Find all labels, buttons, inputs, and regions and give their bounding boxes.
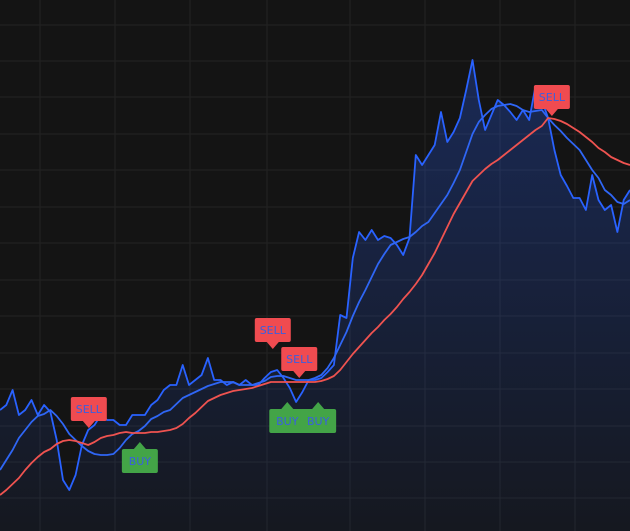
signal-box — [254, 318, 291, 342]
signal-pointer — [312, 402, 325, 409]
signal-marker: SELL — [254, 318, 291, 349]
signal-label: SELL — [286, 353, 313, 366]
signal-marker: SELL — [533, 85, 570, 116]
signal-marker: SELL — [281, 347, 318, 378]
signal-marker: BUY — [121, 442, 158, 473]
signal-label: BUY — [129, 455, 152, 468]
signal-pointer — [82, 421, 95, 428]
signal-box — [533, 85, 570, 109]
signal-marker: SELL — [70, 397, 107, 428]
signal-label: SELL — [76, 403, 103, 416]
signal-box — [300, 409, 337, 433]
signal-box — [269, 409, 306, 433]
series-line — [0, 117, 630, 496]
signal-box — [281, 347, 318, 371]
price-area — [0, 60, 630, 531]
series-line — [0, 103, 630, 471]
signal-pointer — [266, 342, 279, 349]
signal-pointer — [281, 402, 294, 409]
signal-box — [70, 397, 107, 421]
signal-pointer — [545, 109, 558, 116]
plot-area: SELL BUY SELL BUY SELL BUY SELL — [0, 59, 630, 531]
signal-pointer — [133, 442, 146, 449]
signal-label: BUY — [307, 415, 330, 428]
signal-pointer — [293, 371, 306, 378]
signal-label: SELL — [539, 91, 566, 104]
signal-marker: BUY — [269, 402, 306, 433]
signal-label: BUY — [276, 415, 299, 428]
signal-marker: BUY — [300, 402, 337, 433]
signal-box — [121, 449, 158, 473]
signal-label: SELL — [260, 324, 287, 337]
